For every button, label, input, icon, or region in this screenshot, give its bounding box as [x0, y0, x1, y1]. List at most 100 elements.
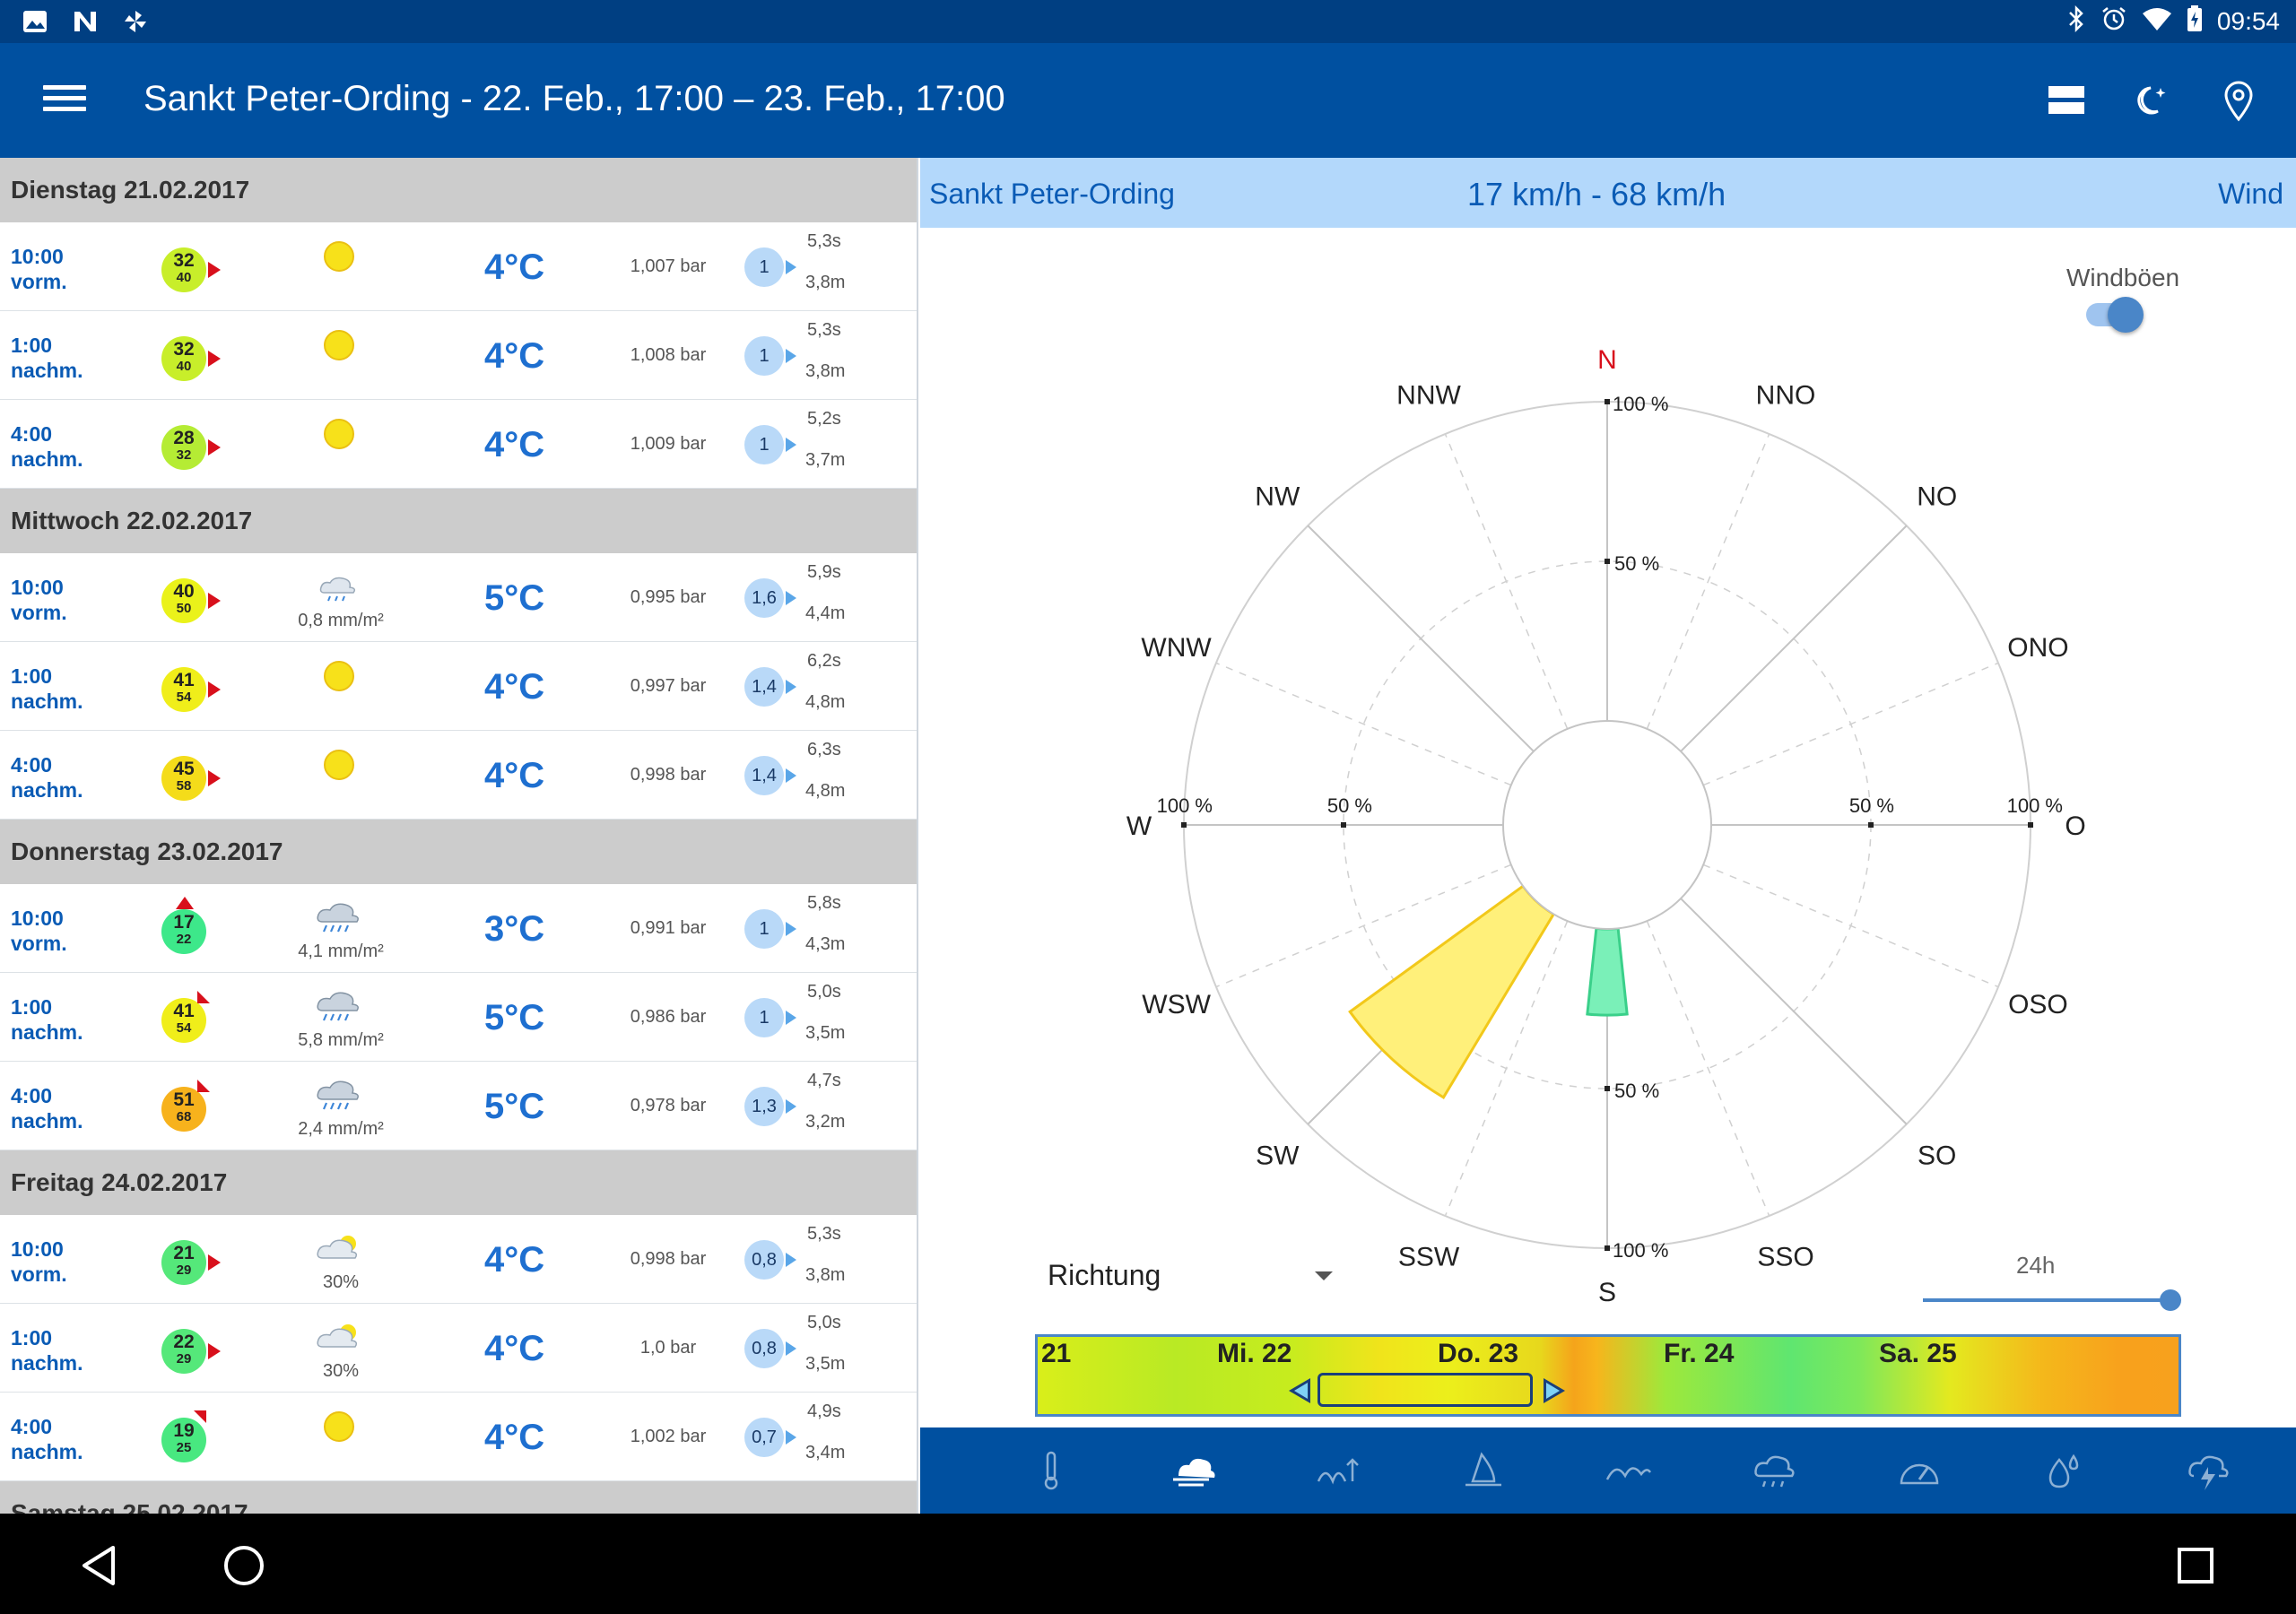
recents-icon[interactable] — [2170, 1540, 2221, 1591]
time-hour: 10:00 — [11, 245, 64, 268]
time-period: nachm. — [11, 447, 83, 471]
time-hour: 1:00 — [11, 664, 53, 688]
forecast-row[interactable]: 10:00 vorm. 32 40 4°C 1,007 bar 1 5,3s 3,8m — [0, 222, 917, 311]
wind-gust: 22 — [176, 932, 192, 947]
back-icon[interactable] — [75, 1540, 126, 1591]
forecast-row[interactable]: 1:00 nachm. 22 29 30% 4°C 1,0 bar 0,8 5,0s 3,5m — [0, 1304, 917, 1393]
status-bar: 09:54 — [0, 0, 2296, 43]
ring-tick-label: 100 % — [1613, 1239, 1668, 1262]
forecast-row[interactable]: 4:00 nachm. 28 32 4°C 1,009 bar 1 5,2s 3,7m — [0, 400, 917, 489]
timeline-prev-icon[interactable] — [1289, 1378, 1310, 1403]
time-range-selector[interactable]: 21 Mi. 22 Do. 23 Fr. 24 Sa. 25 — [1035, 1334, 2181, 1417]
rain-cloud-icon[interactable] — [1749, 1449, 1799, 1492]
forecast-row[interactable]: 1:00 nachm. 32 40 4°C 1,008 bar 1 5,3s 3,8m — [0, 311, 917, 400]
forecast-row[interactable]: 1:00 nachm. 41 54 4°C 0,997 bar 1,4 6,2s 4,8m — [0, 642, 917, 731]
pressure: 1,007 bar — [630, 256, 707, 276]
spoke-line — [1444, 920, 1569, 1217]
humidity-icon[interactable] — [2039, 1449, 2090, 1492]
wave-period: 4,7s — [807, 1071, 841, 1090]
wind-speed: 17 — [173, 912, 195, 933]
timeline-day-label: Fr. 24 — [1664, 1339, 1735, 1368]
wind-speed-badge: 19 25 — [161, 1418, 206, 1462]
wind-speed-badge: 17 22 — [161, 909, 206, 954]
wind-icon[interactable] — [1170, 1449, 1220, 1492]
wind-speed-badge: 51 68 — [161, 1087, 206, 1132]
time-hour: 1:00 — [11, 334, 53, 357]
wind-gust: 58 — [176, 778, 192, 794]
wave-direction-arrow-icon — [786, 1011, 796, 1025]
wave-height-badge: 1 — [744, 909, 784, 949]
forecast-time: 10:00 vorm. — [11, 906, 67, 956]
forecast-list[interactable]: Dienstag 21.02.2017 10:00 vorm. 32 40 4°C 1,00… — [0, 158, 918, 1514]
forecast-row[interactable]: 4:00 nachm. 51 68 2,4 mm/m² 5°C 0,978 bar 1,3 4,… — [0, 1062, 917, 1150]
wind-gust: 29 — [176, 1263, 192, 1278]
time-hour: 10:00 — [11, 1237, 64, 1261]
wave-period: 5,3s — [807, 231, 841, 251]
wind-speed: 32 — [173, 339, 195, 360]
swell-height: 3,4m — [805, 1443, 846, 1462]
weather-cloud-icon — [305, 1320, 377, 1359]
wind-speed-badge: 32 40 — [161, 247, 206, 292]
wind-gust: 50 — [176, 601, 192, 616]
timeline-next-icon[interactable] — [1544, 1378, 1565, 1403]
time-hour: 10:00 — [11, 576, 64, 599]
weather-sun-icon — [305, 747, 377, 786]
pressure: 0,995 bar — [630, 587, 707, 607]
wind-gust: 54 — [176, 1020, 192, 1036]
forecast-row[interactable]: 4:00 nachm. 19 25 4°C 1,002 bar 0,7 4,9s 3,4m — [0, 1393, 917, 1481]
location-pin-icon[interactable] — [2210, 72, 2267, 129]
toggle-knob[interactable] — [2108, 297, 2144, 333]
wind-direction-arrow-icon — [208, 351, 221, 367]
forecast-row[interactable]: 10:00 vorm. 40 50 0,8 mm/m² 5°C 0,995 bar 1,6 5,… — [0, 553, 917, 642]
list-view-icon[interactable] — [2038, 72, 2095, 129]
forecast-row[interactable]: 4:00 nachm. 45 58 4°C 0,998 bar 1,4 6,3s 4,8m — [0, 731, 917, 820]
pressure-gauge-icon[interactable] — [1894, 1449, 1944, 1492]
wave-height-badge: 0,8 — [744, 1329, 784, 1368]
spoke-line — [1215, 863, 1512, 988]
thunder-icon[interactable] — [2183, 1449, 2233, 1492]
forecast-time: 4:00 nachm. — [11, 421, 83, 472]
forecast-row[interactable]: 1:00 nachm. 41 54 5,8 mm/m² 5°C 0,986 bar 1 5,0s… — [0, 973, 917, 1062]
pressure: 0,997 bar — [630, 676, 707, 696]
wind-panel: Sankt Peter-Ording 17 km/h - 68 km/h Win… — [920, 158, 2296, 1514]
wind-speed-badge: 21 29 — [161, 1240, 206, 1285]
slider-track[interactable] — [1923, 1298, 2170, 1302]
ring-tick-mark — [2028, 822, 2033, 828]
time-period: vorm. — [11, 601, 67, 624]
temperature: 3°C — [484, 909, 545, 949]
ring-tick-label: 50 % — [1614, 1080, 1659, 1102]
forecast-row[interactable]: 10:00 vorm. 21 29 30% 4°C 0,998 bar 0,8 5,3s 3,8m — [0, 1215, 917, 1304]
swell-height: 3,2m — [805, 1112, 846, 1132]
swell-height: 3,8m — [805, 361, 846, 381]
day-header: Samstag 25.02.2017 — [0, 1481, 917, 1514]
wave-direction-arrow-icon — [786, 680, 796, 694]
weather-cloud-icon — [305, 1231, 377, 1271]
timeline-window[interactable] — [1318, 1373, 1533, 1407]
sail-icon[interactable] — [1458, 1449, 1509, 1492]
wave-height-badge: 1,4 — [744, 667, 784, 707]
night-mode-icon[interactable] — [2124, 72, 2181, 129]
direction-label: W — [1126, 811, 1152, 841]
direction-label: N — [1597, 345, 1617, 375]
weather-sun-icon — [305, 416, 377, 456]
clock-time: 09:54 — [2216, 6, 2280, 35]
slider-thumb[interactable] — [2160, 1289, 2181, 1311]
forecast-time: 4:00 nachm. — [11, 1414, 83, 1464]
forecast-row[interactable]: 10:00 vorm. 17 22 4,1 mm/m² 3°C 0,991 bar 1 5,8s… — [0, 884, 917, 973]
waves-up-icon[interactable] — [1315, 1449, 1365, 1492]
pressure: 0,978 bar — [630, 1096, 707, 1115]
swell-icon[interactable] — [1604, 1449, 1654, 1492]
thermometer-icon[interactable] — [1026, 1449, 1076, 1492]
forecast-time: 1:00 nachm. — [11, 333, 83, 383]
wind-direction-arrow-icon — [208, 770, 221, 786]
temperature: 4°C — [484, 1418, 545, 1457]
pressure: 0,998 bar — [630, 1249, 707, 1269]
wind-direction-arrow-icon — [208, 1254, 221, 1271]
gust-toggle[interactable] — [2086, 297, 2144, 333]
wind-direction-arrow-icon — [197, 1080, 210, 1092]
wind-direction-arrow-icon — [208, 681, 221, 698]
home-icon[interactable] — [219, 1540, 269, 1591]
range-slider[interactable] — [1923, 1289, 2181, 1311]
direction-dropdown[interactable]: Richtung — [1048, 1259, 1352, 1306]
menu-button[interactable] — [39, 79, 90, 122]
